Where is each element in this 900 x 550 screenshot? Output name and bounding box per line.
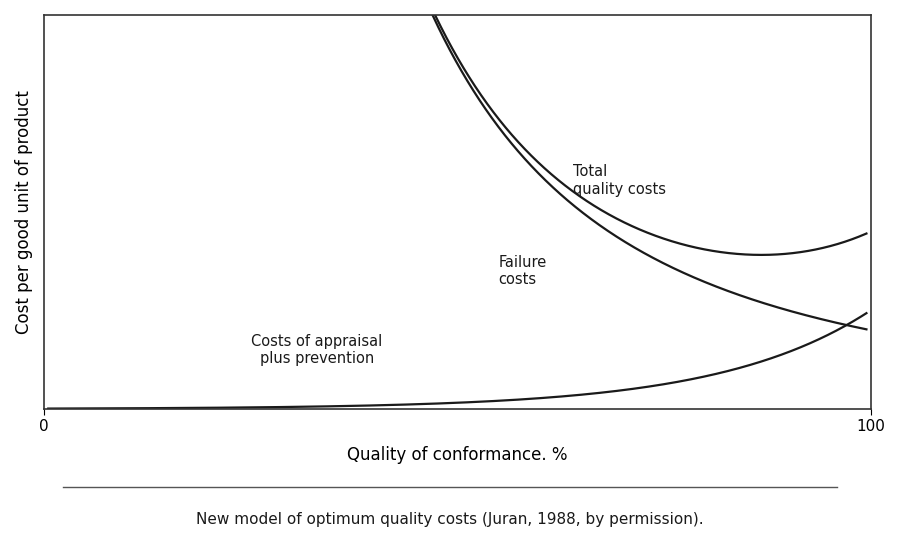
Text: Total
quality costs: Total quality costs [573, 164, 666, 197]
Y-axis label: Cost per good unit of product: Cost per good unit of product [15, 90, 33, 334]
Text: New model of optimum quality costs (Juran, 1988, by permission).: New model of optimum quality costs (Jura… [196, 512, 704, 527]
Text: Failure
costs: Failure costs [499, 255, 547, 287]
X-axis label: Quality of conformance. %: Quality of conformance. % [347, 446, 568, 464]
Text: Costs of appraisal
plus prevention: Costs of appraisal plus prevention [251, 334, 382, 366]
